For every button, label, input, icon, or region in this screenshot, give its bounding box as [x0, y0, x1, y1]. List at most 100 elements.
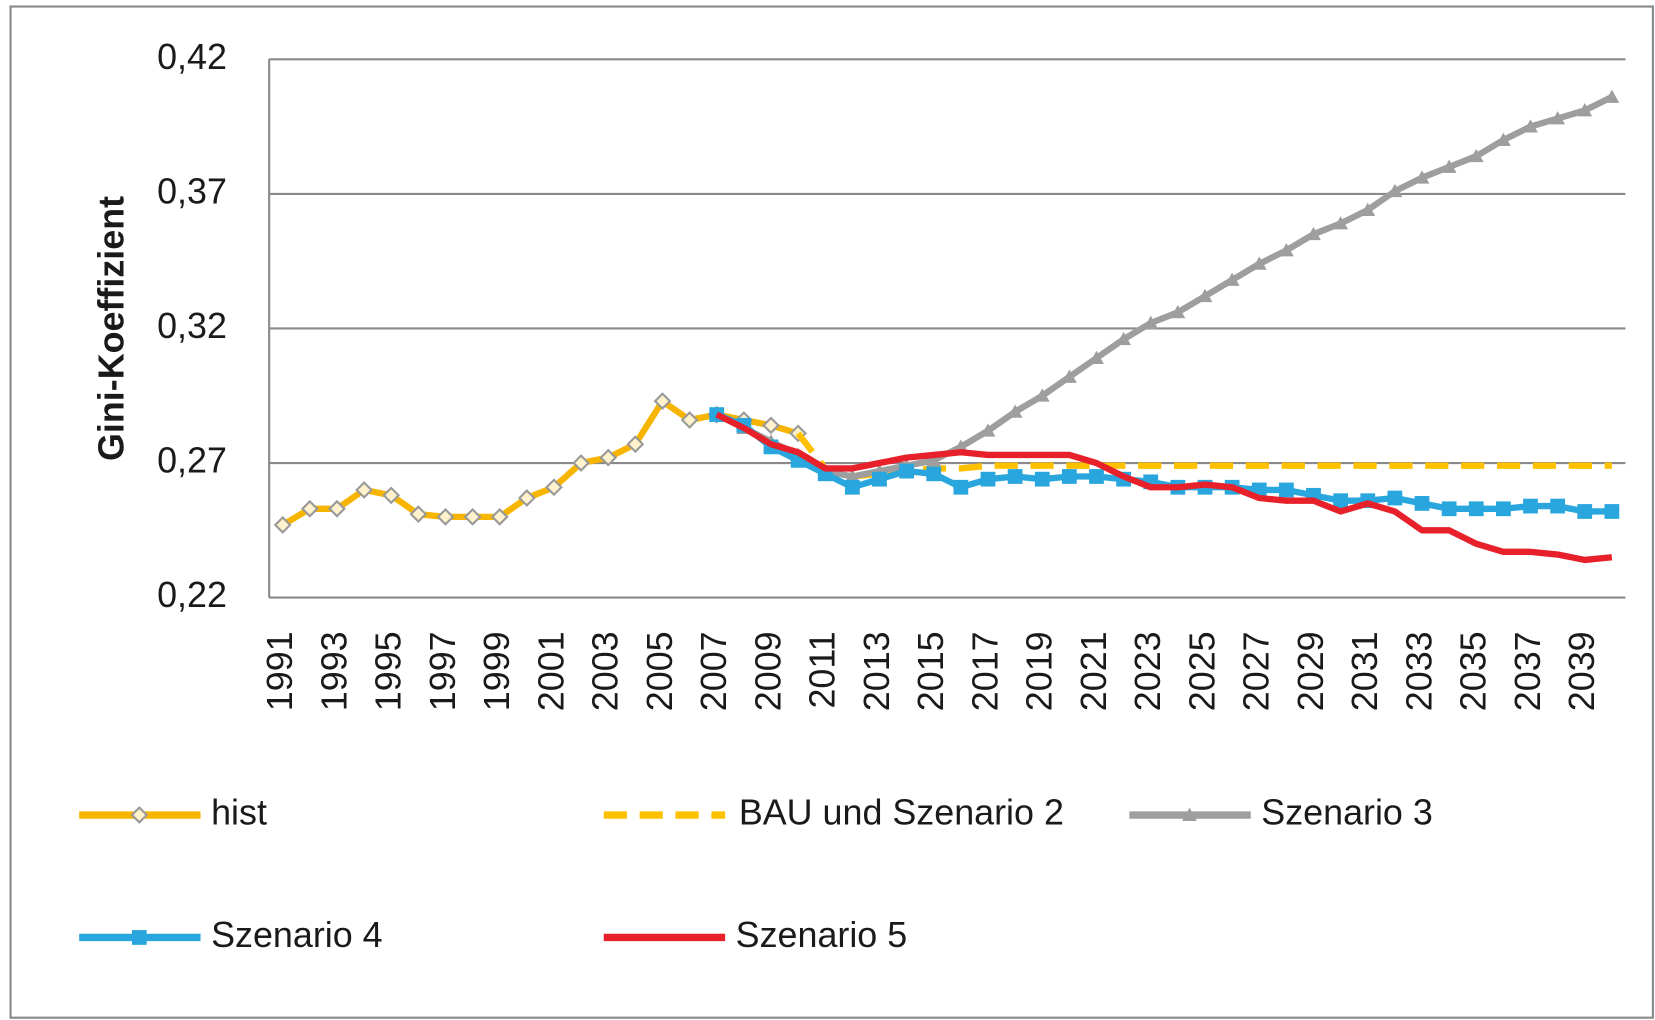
x-tick-label: 2035: [1454, 631, 1494, 711]
marker: [1495, 132, 1511, 146]
x-tick-label: 2015: [911, 631, 951, 711]
marker: [1170, 304, 1186, 319]
x-tick-label: 2017: [965, 631, 1005, 711]
marker: [1333, 493, 1349, 509]
y-tick-label: 0,27: [157, 441, 227, 481]
marker: [1143, 315, 1159, 329]
marker: [273, 516, 292, 534]
legend-label: Szenario 5: [736, 915, 908, 955]
marker: [1251, 256, 1267, 270]
marker: [545, 478, 563, 497]
marker: [599, 448, 618, 467]
x-tick-label: 2007: [694, 631, 734, 711]
y-axis-label: Gini-Koeffizient: [91, 196, 131, 461]
marker: [1007, 469, 1023, 484]
marker: [1116, 331, 1132, 346]
marker: [1495, 501, 1511, 517]
marker: [1089, 350, 1104, 364]
y-tick-label: 0,42: [157, 37, 227, 77]
marker: [382, 486, 401, 505]
x-tick-label: 2009: [748, 631, 788, 711]
marker: [572, 454, 590, 472]
marker: [1441, 159, 1457, 173]
legend-item: Szenario 4: [79, 915, 383, 955]
marker: [1550, 498, 1566, 514]
marker: [1468, 501, 1484, 517]
marker: [1061, 369, 1077, 383]
x-tick-label: 1991: [260, 631, 300, 711]
x-tick-label: 2027: [1237, 631, 1277, 711]
x-tick-label: 2019: [1020, 631, 1060, 711]
x-tick-label: 2013: [857, 631, 897, 711]
x-tick-label: 1999: [477, 631, 517, 711]
marker: [926, 452, 942, 467]
marker: [300, 499, 319, 518]
legend-marker: [131, 930, 147, 945]
marker: [1468, 148, 1484, 163]
x-tick-label: 2033: [1399, 631, 1439, 711]
marker: [1577, 504, 1593, 519]
x-tick-label: 1993: [314, 631, 354, 711]
x-tick-label: 1997: [423, 631, 463, 711]
marker: [1441, 501, 1457, 517]
marker: [1523, 498, 1538, 514]
series: [709, 89, 1620, 483]
marker: [409, 505, 428, 524]
x-tick-label: 1995: [369, 631, 409, 711]
marker: [1523, 119, 1538, 133]
x-tick-label: 2037: [1508, 631, 1548, 711]
legend-label: BAU und Szenario 2: [739, 793, 1064, 833]
marker: [1604, 89, 1620, 103]
marker: [1306, 226, 1321, 241]
marker: [844, 479, 860, 495]
marker: [899, 463, 914, 479]
marker: [1387, 183, 1403, 198]
series: [273, 392, 807, 534]
marker: [517, 489, 536, 507]
x-tick-label: 2029: [1291, 631, 1331, 711]
marker: [436, 507, 455, 526]
chart-frame: [9, 5, 1654, 1019]
marker: [1333, 216, 1349, 230]
legend-marker: [1182, 807, 1197, 821]
legend-item: BAU und Szenario 2: [603, 793, 1064, 833]
marker: [1089, 469, 1104, 484]
y-tick-label: 0,37: [157, 171, 227, 211]
y-tick-label: 0,22: [157, 575, 227, 615]
marker: [953, 479, 969, 495]
legend-item: Szenario 3: [1129, 793, 1433, 833]
marker: [626, 435, 645, 454]
marker: [762, 416, 780, 435]
marker: [1387, 490, 1403, 506]
x-tick-label: 2011: [803, 631, 843, 708]
x-tick-label: 2023: [1128, 631, 1168, 711]
x-tick-label: 2021: [1074, 631, 1114, 711]
series-line: [715, 94, 1614, 480]
series: [715, 411, 1613, 564]
marker: [872, 471, 887, 487]
marker: [980, 423, 996, 437]
legend-item: Szenario 5: [603, 915, 908, 955]
marker: [1360, 202, 1376, 216]
marker: [1604, 504, 1620, 519]
x-tick-label: 2025: [1182, 631, 1222, 711]
series-line: [715, 411, 1613, 564]
marker: [490, 507, 509, 526]
series: [709, 407, 1620, 519]
x-tick-label: 2005: [640, 631, 680, 711]
marker: [653, 392, 672, 411]
marker: [328, 499, 346, 518]
marker: [355, 481, 373, 499]
marker: [926, 466, 942, 482]
marker: [1061, 469, 1077, 484]
x-tick-label: 2039: [1562, 631, 1602, 711]
y-tick-label: 0,32: [157, 306, 227, 346]
marker: [844, 469, 860, 483]
legend-label: Szenario 4: [211, 915, 383, 955]
marker: [1197, 288, 1213, 303]
marker: [1577, 103, 1593, 117]
marker: [680, 411, 699, 429]
legend-label: Szenario 3: [1261, 793, 1433, 833]
marker: [980, 471, 996, 487]
